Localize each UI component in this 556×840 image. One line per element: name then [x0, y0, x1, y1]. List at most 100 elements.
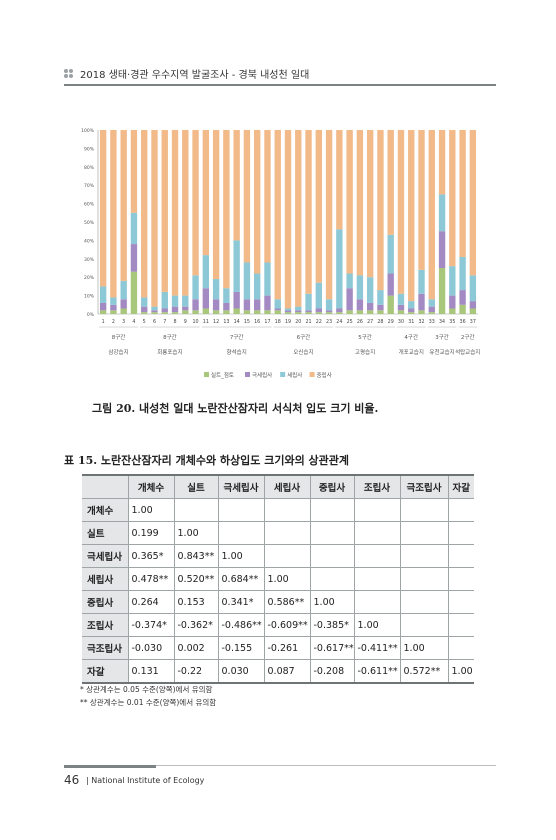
table-cell: 0.153: [174, 590, 219, 614]
table-header-cell: 극조립사: [400, 474, 449, 499]
table-header-cell: 세립사: [264, 474, 311, 499]
bar-segment: [346, 273, 353, 289]
bar-segment: [161, 312, 168, 314]
bar-segment: [295, 310, 302, 313]
bar-segment: [120, 308, 127, 314]
bar-segment: [346, 288, 353, 311]
bar-segment: [141, 312, 148, 314]
table-cell: [264, 521, 311, 545]
table-cell: [354, 521, 401, 545]
table-cell: -0.486**: [218, 613, 265, 637]
table-cell: -0.030: [128, 636, 175, 660]
bar-segment: [459, 290, 466, 305]
x-tick-label: 18: [275, 319, 281, 325]
table-note-1: * 상관계수는 0.05 수준(양쪽)에서 유의함: [80, 685, 213, 694]
bar-segment: [387, 295, 394, 314]
table-cell: [448, 498, 474, 522]
legend-swatch: [245, 372, 250, 377]
table-cell: -0.617**: [310, 636, 355, 660]
x-tick-label: 26: [357, 319, 363, 325]
page-number: 46: [64, 773, 80, 787]
group-order-label: 5구간: [358, 333, 372, 341]
bar-segment: [120, 280, 127, 300]
bar-segment: [171, 295, 179, 307]
table-cell: 0.843**: [174, 544, 219, 568]
table-cell: 0.572**: [400, 659, 449, 684]
bar-segment: [438, 194, 446, 232]
table-cell: 1.00: [448, 659, 474, 684]
bar-segment: [336, 229, 343, 309]
bar-segment: [161, 130, 168, 292]
bar-segment: [438, 268, 446, 314]
bar-segment: [254, 310, 261, 314]
x-tick-label: 4: [132, 319, 135, 325]
bar-segment: [418, 269, 425, 294]
figure-chart: 0% 10% 20% 30% 40% 50% 60% 70% 80% 90% 100% 1 2 3 4 5 6 7…: [64, 118, 496, 388]
bar-segment: [110, 130, 117, 298]
bar-segment: [295, 306, 302, 311]
bar-segment: [202, 308, 210, 314]
bar-segment: [151, 310, 158, 313]
table-cell: -0.411**: [354, 636, 401, 660]
y-tick-label: 100%: [81, 128, 95, 134]
bar-segment: [428, 130, 435, 300]
bar-segment: [212, 310, 220, 314]
row-label: 극조립사: [82, 636, 129, 660]
group-order-label: 4구간: [404, 333, 418, 341]
bar-segment: [233, 291, 240, 309]
table-cell: 0.520**: [174, 567, 219, 591]
footer-rule-accent: [64, 765, 156, 768]
bar-segment: [356, 130, 364, 276]
bar-segment: [284, 312, 292, 314]
bar-segment: [130, 271, 138, 314]
x-tick-label: 34: [439, 319, 445, 325]
table-cell: 1.00: [218, 544, 265, 568]
table-cell: -0.362*: [174, 613, 219, 637]
bar-segment: [336, 130, 343, 230]
bar-segment: [254, 130, 261, 274]
row-label: 실트: [82, 521, 129, 545]
bar-segment: [243, 130, 251, 263]
bar-segment: [130, 244, 138, 272]
bar-segment: [418, 310, 425, 314]
bar-segment: [449, 130, 456, 267]
bar-segment: [182, 310, 189, 314]
table-cell: [218, 498, 265, 522]
bar-segment: [387, 234, 394, 274]
group-name-label: 고평습지: [355, 348, 375, 356]
bar-segment: [192, 310, 199, 314]
bar-segment: [408, 312, 415, 314]
legend-label: 극세립사: [252, 371, 272, 379]
row-label: 중립사: [82, 590, 129, 614]
table-cell: [400, 544, 449, 568]
bar-segment: [192, 275, 199, 300]
table-cell: [218, 521, 265, 545]
x-tick-label: 36: [460, 319, 466, 325]
figure-caption: 그림 20. 내성천 일대 노란잔산잠자리 서식처 입도 크기 비율.: [92, 402, 379, 415]
table-cell: -0.385*: [310, 613, 355, 637]
bar-segment: [274, 310, 281, 314]
table-cell: [310, 567, 355, 591]
table-cell: [310, 544, 355, 568]
table-cell: [310, 498, 355, 522]
table-cell: 0.002: [174, 636, 219, 660]
x-tick-label: 25: [347, 319, 353, 325]
table-cell: [354, 498, 401, 522]
bar-segment: [305, 310, 312, 313]
bar-segment: [397, 310, 405, 314]
bar-segment: [449, 266, 456, 296]
bar-segment: [315, 282, 322, 309]
bar-segment: [141, 306, 148, 313]
y-tick-label: 20%: [84, 275, 95, 281]
bar-segment: [325, 312, 333, 314]
footer-rule: [64, 765, 496, 766]
bar-segment: [449, 308, 456, 314]
row-label: 개체수: [82, 498, 129, 522]
group-order-label: 6구간: [297, 333, 311, 341]
x-tick-label: 37: [470, 319, 476, 325]
table-cell: 1.00: [264, 567, 311, 591]
bar-segment: [151, 130, 158, 307]
bar-segment: [130, 130, 138, 213]
table-cell: 0.087: [264, 659, 311, 684]
table-cell: [264, 498, 311, 522]
